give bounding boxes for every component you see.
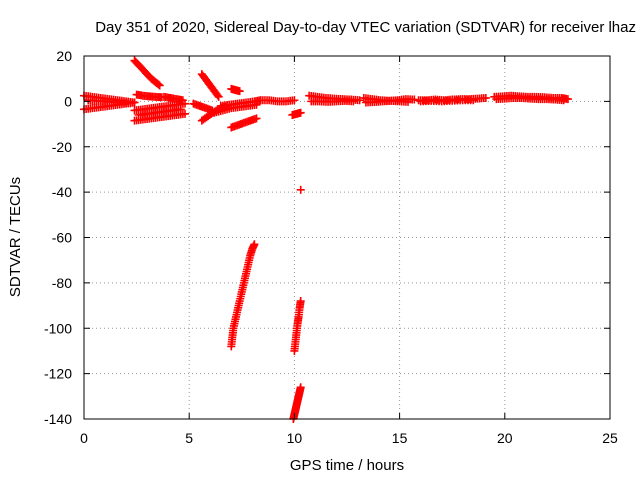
y-tick-label: -60 — [52, 230, 72, 246]
grid — [84, 56, 610, 419]
x-tick-label: 20 — [497, 430, 513, 446]
data-point — [563, 95, 572, 104]
series-seg15 — [227, 84, 244, 96]
data-point — [235, 87, 244, 96]
x-tick-label: 15 — [392, 430, 408, 446]
chart-title: Day 351 of 2020, Sidereal Day-to-day VTE… — [95, 19, 636, 36]
data-point — [154, 80, 163, 89]
series-seg10 — [189, 99, 217, 115]
data-point — [559, 96, 568, 105]
data-point — [355, 96, 364, 105]
y-tick-label: -120 — [44, 366, 72, 382]
data-point — [250, 240, 259, 249]
series-seg19 — [296, 185, 305, 194]
data-point — [176, 105, 185, 114]
x-axis-ticks: 0 5 10 15 20 25 — [80, 56, 618, 446]
y-tick-label: 0 — [64, 93, 72, 109]
data-point — [126, 99, 135, 108]
x-axis-title: GPS time / hours — [290, 457, 404, 474]
data-point — [349, 97, 358, 106]
y-axis-title: SDTVAR / TECUs — [7, 177, 24, 297]
y-tick-label: -140 — [44, 411, 72, 427]
data-point — [296, 383, 305, 392]
series-seg24 — [307, 96, 358, 106]
x-tick-label: 10 — [287, 430, 303, 446]
data-point — [252, 114, 261, 123]
y-tick-label: -20 — [52, 139, 72, 155]
data-point — [296, 108, 305, 117]
series-seg30 — [492, 93, 568, 105]
series-seg21 — [290, 297, 305, 355]
series-seg11 — [197, 70, 223, 101]
series-seg22 — [289, 383, 305, 423]
data-point — [180, 109, 189, 118]
series-seg14 — [216, 96, 265, 110]
series-seg26 — [361, 96, 413, 107]
y-axis-ticks: 20 0 -20 -40 -60 -80 -100 -120 -140 — [44, 48, 610, 427]
series-seg04 — [130, 56, 164, 90]
data-points — [80, 56, 572, 423]
data-point — [469, 96, 478, 105]
y-tick-label: -80 — [52, 275, 72, 291]
data-point — [404, 97, 413, 106]
x-tick-label: 5 — [185, 430, 193, 446]
data-point — [481, 93, 490, 102]
series-seg16 — [227, 114, 261, 132]
plot-frame — [83, 55, 611, 420]
x-tick-label: 25 — [602, 430, 618, 446]
y-tick-label: -100 — [44, 320, 72, 336]
series-seg08 — [134, 105, 185, 119]
series-seg03 — [84, 96, 135, 108]
series-seg17 — [256, 96, 299, 106]
data-point — [213, 91, 222, 100]
data-point — [296, 297, 305, 306]
series-seg18 — [288, 108, 305, 119]
series-seg09 — [159, 92, 187, 105]
x-tick-label: 0 — [80, 430, 88, 446]
y-tick-label: 20 — [56, 48, 72, 64]
data-point — [178, 96, 187, 105]
series-seg05 — [132, 90, 166, 102]
data-point — [155, 81, 164, 90]
series-seg28 — [416, 96, 478, 106]
series-seg20 — [227, 240, 259, 351]
data-point — [290, 96, 299, 105]
data-point — [214, 92, 223, 101]
data-point — [296, 185, 305, 194]
y-tick-label: -40 — [52, 184, 72, 200]
